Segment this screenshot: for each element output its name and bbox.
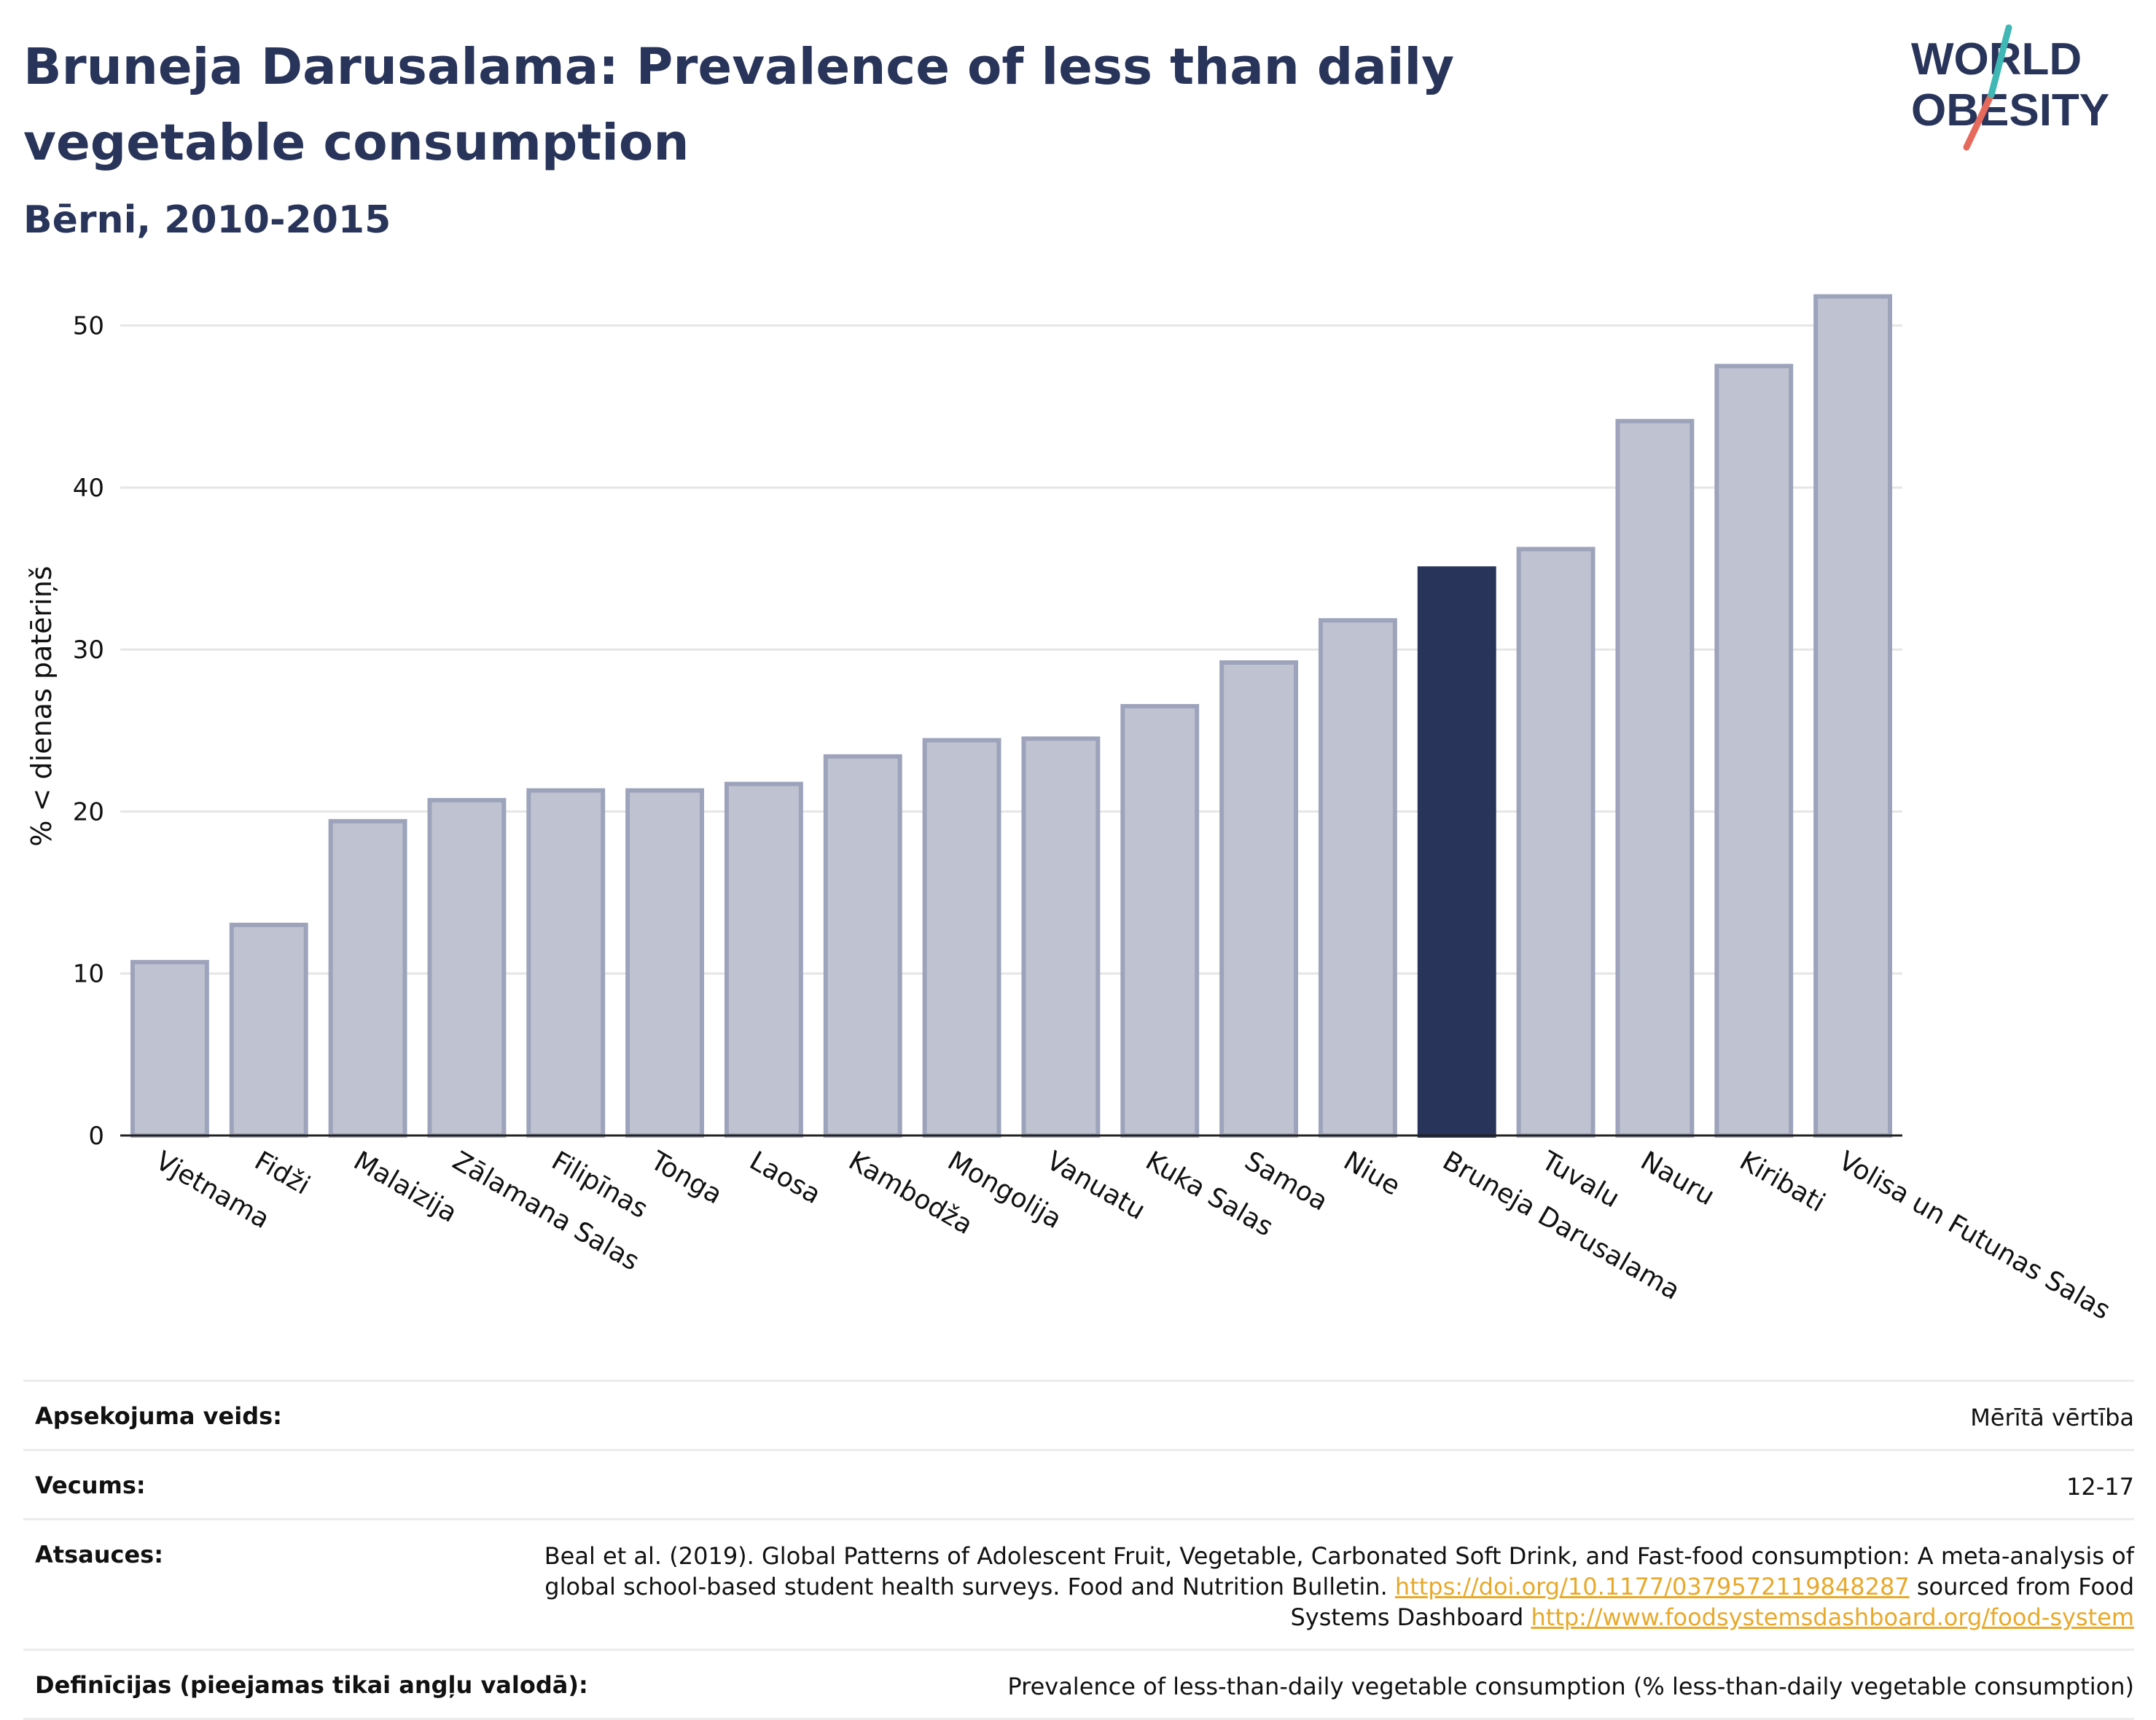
age-row: Vecums: 12-17: [23, 1449, 2134, 1518]
doi-link[interactable]: https://doi.org/10.1177/0379572119848287: [1394, 1573, 1910, 1600]
bar: [1219, 660, 1299, 1138]
bar: [229, 923, 308, 1138]
x-tick-label: Zālamana Salas: [448, 1146, 644, 1276]
x-tick-label: Malaizija: [348, 1146, 462, 1229]
age-value: 12-17: [2066, 1473, 2134, 1501]
survey-type-value: Mērītā vērtība: [1970, 1404, 2134, 1431]
bar: [1615, 418, 1695, 1138]
x-tick-label: Kiribati: [1735, 1146, 1830, 1218]
logo-slash-red: [1963, 91, 1995, 151]
bar: [1516, 547, 1595, 1138]
bar: [1120, 704, 1200, 1138]
x-tick-label: Nauru: [1636, 1146, 1719, 1211]
age-label: Vecums:: [35, 1471, 146, 1499]
bar: [526, 788, 606, 1138]
world-obesity-logo: WORLD OBESITY: [1911, 24, 2109, 151]
bar: [328, 818, 407, 1138]
references-value: Beal et al. (2019). Global Patterns of A…: [494, 1541, 2134, 1633]
bar: [1021, 736, 1101, 1138]
definitions-label: Definīcijas (pieejamas tikai angļu valod…: [35, 1671, 588, 1699]
references-row: Atsauces: Beal et al. (2019). Global Pat…: [23, 1518, 2134, 1649]
survey-type-row: Apsekojuma veids: Mērītā vērtība: [23, 1380, 2134, 1449]
bar: [1714, 364, 1794, 1138]
references-text: Beal et al. (2019). Global Patterns of A…: [544, 1542, 2134, 1600]
bar: [922, 738, 1001, 1138]
x-tick-label: Laosa: [744, 1146, 825, 1210]
y-tick-label: 10: [73, 960, 104, 989]
metadata-table: Apsekojuma veids: Mērītā vērtība Vecums:…: [23, 1380, 2134, 1720]
bar: [130, 960, 209, 1138]
bar: [427, 797, 507, 1138]
logo-slash-teal: [1988, 24, 2012, 98]
bar: [823, 754, 902, 1138]
bar: [724, 781, 803, 1138]
bar-highlighted: [1417, 566, 1496, 1138]
references-label: Atsauces:: [35, 1541, 163, 1568]
x-tick-label: Volisa un Futunas Salas: [1834, 1146, 2115, 1326]
y-tick-label: 30: [73, 636, 104, 665]
definitions-row: Definīcijas (pieejamas tikai angļu valod…: [23, 1649, 2134, 1720]
y-tick-label: 50: [73, 312, 104, 341]
logo-text-obesity: OBESITY: [1911, 85, 2109, 136]
food-systems-dashboard-link[interactable]: http://www.foodsystemsdashboard.org/food…: [1531, 1603, 2134, 1631]
y-axis-label: % < dienas patēriņš: [26, 566, 58, 846]
bar: [1813, 294, 1893, 1138]
y-tick-label: 40: [73, 474, 104, 503]
page-title: Bruneja Darusalama: Prevalence of less t…: [23, 38, 1455, 172]
survey-type-label: Apsekojuma veids:: [35, 1402, 282, 1430]
definitions-value: Prevalence of less-than-daily vegetable …: [1007, 1673, 2134, 1700]
page-subtitle: Bērni, 2010-2015: [23, 198, 391, 242]
y-tick-label: 20: [73, 797, 104, 826]
references-source-text: sourced from Food Systems Dashboard: [1290, 1573, 2134, 1631]
x-tick-label: Fidži: [249, 1146, 315, 1200]
x-tick-label: Tonga: [645, 1146, 727, 1211]
bar: [625, 788, 705, 1138]
bar: [1318, 618, 1397, 1138]
y-tick-label: 0: [88, 1122, 104, 1151]
x-tick-label: Niue: [1338, 1146, 1405, 1201]
